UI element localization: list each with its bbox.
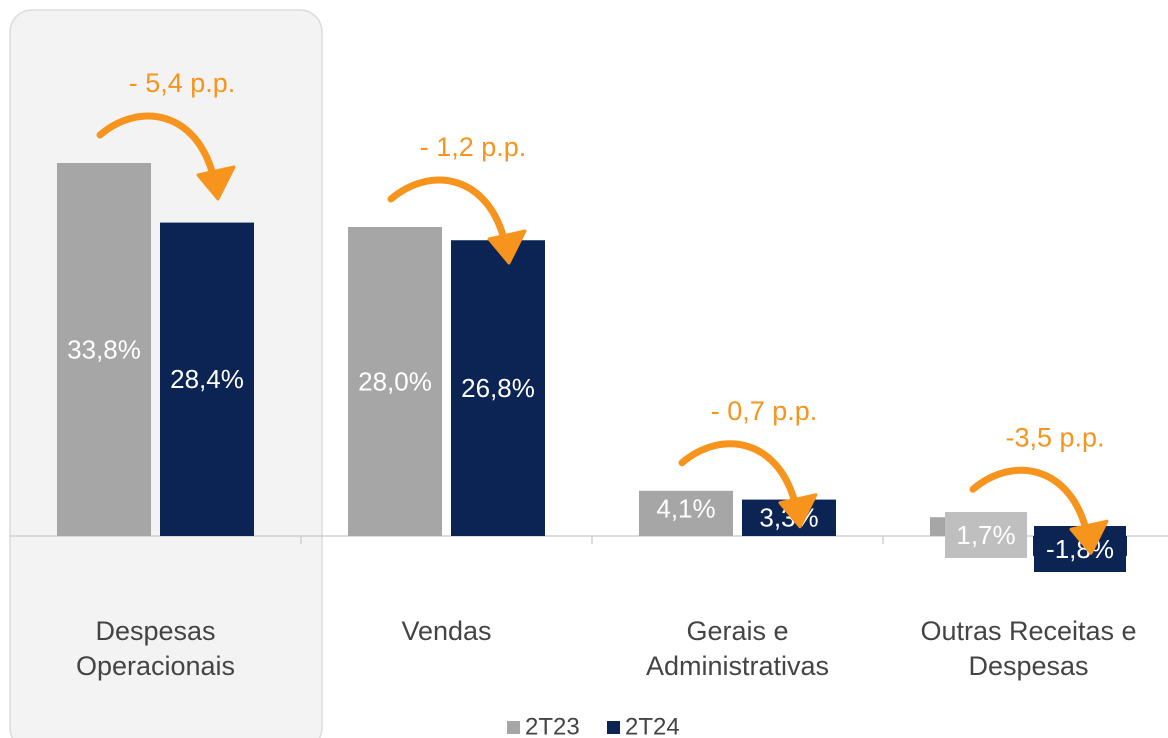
bar: [639, 490, 733, 536]
x-tick-label: Despesas: [95, 616, 215, 646]
x-tick-label: Administrativas: [646, 651, 829, 681]
annotation: -3,5 p.p.: [1005, 422, 1104, 452]
bar: [57, 163, 151, 536]
arrow-head: [487, 229, 527, 265]
arrow-head: [1069, 519, 1109, 555]
bar: [348, 227, 442, 536]
value-label: 4,1%: [656, 494, 715, 524]
arrow-head: [196, 165, 236, 201]
value-label: 1,7%: [956, 520, 1015, 550]
legend-swatch: [607, 721, 620, 734]
arrow: [678, 440, 800, 511]
bar: [160, 222, 254, 536]
bar: [451, 240, 545, 536]
label-box: [945, 512, 1027, 558]
annotation: - 0,7 p.p.: [711, 396, 818, 426]
value-label: 28,0%: [358, 366, 432, 396]
x-tick-label: Vendas: [401, 616, 491, 646]
x-tick-label: Outras Receitas e: [920, 616, 1136, 646]
legend-label: 2T23: [525, 713, 580, 738]
legend-swatch: [507, 721, 520, 734]
arrow-head: [778, 493, 818, 529]
x-tick-label: Operacionais: [76, 651, 235, 681]
arrow: [387, 176, 509, 247]
x-tick-label: Gerais e: [686, 616, 788, 646]
arrow: [969, 466, 1091, 537]
value-label: 28,4%: [170, 364, 244, 394]
x-tick-label: Despesas: [968, 651, 1088, 681]
arrow: [96, 112, 218, 183]
annotation: - 5,4 p.p.: [129, 68, 236, 98]
annotation: - 1,2 p.p.: [420, 132, 527, 162]
legend-label: 2T24: [625, 713, 680, 738]
value-label: 33,8%: [67, 334, 141, 364]
value-label: 26,8%: [461, 373, 535, 403]
